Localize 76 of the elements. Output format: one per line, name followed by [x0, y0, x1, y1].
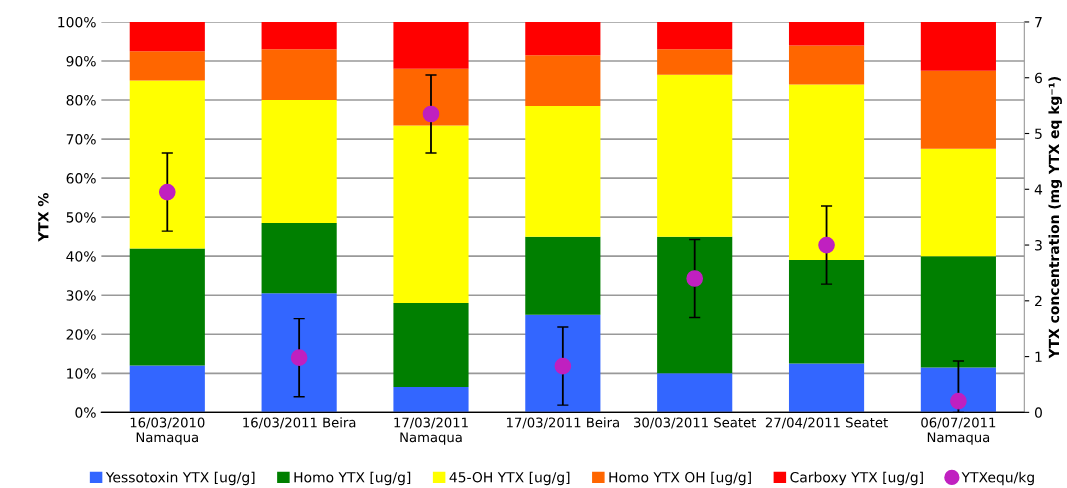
bar — [261, 223, 337, 294]
bar — [788, 21, 865, 46]
bar — [261, 49, 337, 101]
x-tick-label: 06/07/2011 Namaqua — [921, 417, 996, 445]
bar — [657, 21, 733, 50]
y-tick-label: 80% — [66, 95, 96, 106]
y-tick-label: 20% — [66, 329, 96, 340]
bar — [657, 74, 733, 237]
y2-tick-label: 5 — [1035, 128, 1042, 139]
bar — [129, 80, 205, 249]
bar — [788, 260, 865, 364]
point — [290, 349, 308, 367]
bar — [788, 84, 865, 261]
y-tick-label: 50% — [66, 212, 96, 223]
bar — [129, 51, 205, 81]
point — [686, 270, 704, 287]
y2-tick-label: 1 — [1035, 351, 1042, 362]
bar — [261, 100, 337, 224]
y-tick-label: 90% — [66, 55, 96, 67]
bar — [657, 49, 733, 75]
bar — [261, 21, 337, 50]
y-tick-label: 30% — [66, 290, 96, 301]
y2-tick-label: 0 — [1034, 407, 1042, 418]
x-tick-label: 27/04/2011 Seatet — [765, 417, 888, 429]
bar — [920, 256, 996, 368]
bar — [920, 70, 996, 149]
point — [818, 236, 835, 254]
bar — [788, 45, 865, 85]
bar — [920, 148, 996, 257]
x-tick-label: 30/03/2011 Seatet — [634, 417, 757, 429]
y-tick-label: 40% — [66, 251, 96, 262]
y-tick-label: 10% — [67, 368, 96, 379]
legend-label: Homo YTX [ug/g] — [294, 471, 411, 486]
point — [554, 357, 572, 375]
bar — [525, 105, 601, 237]
y-tick-label: 0% — [75, 407, 96, 418]
bar — [261, 293, 337, 413]
legend-label: Yessotoxin YTX [ug/g] — [105, 471, 255, 486]
y2-tick-label: 4 — [1034, 184, 1043, 195]
bar — [129, 248, 205, 366]
y2-tick-label: 7 — [1035, 17, 1042, 28]
bar — [393, 386, 469, 413]
y-tick-label: 60% — [66, 173, 96, 184]
bar — [525, 55, 601, 106]
y-axis-title: YTX % — [38, 193, 49, 242]
bar — [393, 68, 469, 126]
bar — [788, 363, 865, 413]
x-tick-label: 17/03/2011 Beira — [507, 417, 619, 429]
x-tick-label: 16/03/2010 Namaqua — [130, 417, 205, 445]
y2-tick-label: 2 — [1035, 295, 1042, 307]
bar — [525, 314, 601, 413]
x-tick-label: 17/03/2011 Namaqua — [394, 417, 468, 445]
bar — [920, 21, 996, 71]
bar — [393, 303, 469, 387]
legend-label: 45-OH YTX [ug/g] — [449, 471, 570, 486]
bar — [525, 236, 601, 315]
legend-label: YTXequ/kg — [961, 471, 1034, 486]
bar — [657, 236, 733, 374]
y2-axis-title: YTX concentration (mg YTX eq kg⁻¹) — [1048, 77, 1062, 359]
point — [950, 392, 967, 410]
y-tick-label: 70% — [66, 134, 96, 145]
y2-tick-label: 3 — [1035, 240, 1042, 251]
point — [422, 105, 440, 123]
legend-label: Homo YTX OH [ug/g] — [609, 471, 751, 486]
bar — [129, 365, 205, 413]
bar — [657, 373, 733, 413]
bar — [393, 21, 469, 69]
bar — [129, 21, 205, 52]
legend-label: Carboxy YTX [ug/g] — [790, 471, 923, 486]
point — [158, 183, 176, 201]
y2-tick-label: 6 — [1035, 72, 1042, 84]
bar — [525, 21, 601, 56]
y-tick-label: 100% — [58, 16, 96, 28]
bar — [393, 125, 469, 304]
bar — [920, 367, 996, 413]
x-tick-label: 16/03/2011 Beira — [243, 417, 356, 429]
